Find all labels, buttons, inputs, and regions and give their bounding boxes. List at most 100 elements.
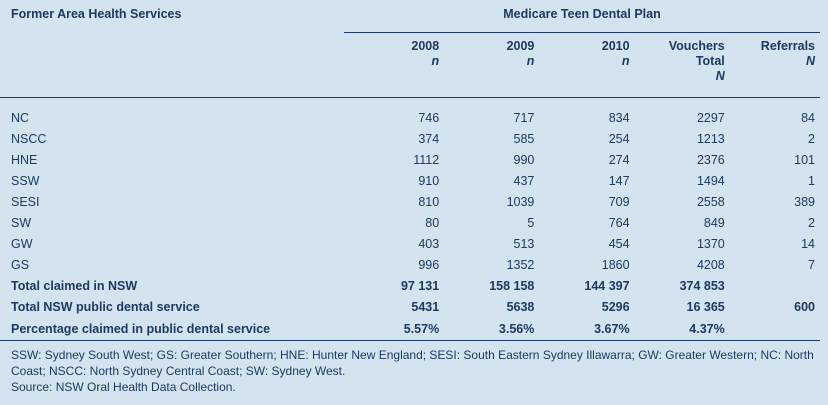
col-header-2009: 2009 n: [439, 32, 535, 98]
table-subheader-row: 2008 n 2009 n 2010 n Vouchers Total N: [0, 32, 820, 98]
row-label: Total claimed in NSW: [11, 279, 138, 293]
cell-total: 4208: [696, 258, 725, 272]
region-subheader: [0, 32, 344, 98]
row-label: SW: [11, 216, 32, 230]
cell-2010: 834: [608, 111, 630, 125]
table-row: HNE 1112 990 274 2376 101: [0, 150, 820, 171]
table-row: GS 996 1352 1860 4208 7: [0, 255, 820, 276]
row-label: HNE: [11, 153, 38, 167]
cell-2009: 5: [527, 216, 535, 230]
col-header-2010: 2010 n: [534, 32, 630, 98]
cell-2010: 454: [608, 237, 630, 251]
col-header-symbol: N: [715, 69, 725, 83]
table-header-row: Former Area Health Services Medicare Tee…: [0, 3, 820, 33]
cell-2009: 585: [513, 132, 535, 146]
cell-referrals: 14: [801, 237, 815, 251]
cell-2009: 437: [513, 174, 535, 188]
summary-row-public-service: Total NSW public dental service 5431 563…: [0, 297, 820, 318]
cell-2010: 709: [608, 195, 630, 209]
cell-referrals: 7: [808, 258, 815, 272]
cell-2010: 764: [608, 216, 630, 230]
cell-total: 1213: [696, 132, 725, 146]
col-header-referrals: Referrals N: [724, 32, 820, 98]
summary-row-total-claimed: Total claimed in NSW 97 131 158 158 144 …: [0, 276, 820, 297]
dental-vouchers-table: Former Area Health Services Medicare Tee…: [0, 3, 820, 341]
table-row: GW 403 513 454 1370 14: [0, 234, 820, 255]
cell-total: 374 853: [679, 279, 725, 293]
cell-2010: 147: [608, 174, 630, 188]
cell-2008: 80: [425, 216, 440, 230]
cell-total: 4.37%: [629, 318, 725, 341]
col-header-label: Vouchers: [668, 39, 725, 53]
cell-2010: 144 397: [584, 279, 630, 293]
summary-row-percentage: Percentage claimed in public dental serv…: [0, 318, 820, 341]
footnote-abbreviations-line-2: Coast; NSCC: North Sydney Central Coast;…: [11, 364, 346, 378]
cell-2008: 5431: [411, 300, 440, 314]
row-label: SESI: [11, 195, 40, 209]
table-body: NC 746 717 834 2297 84 NSCC 374 585 254 …: [0, 98, 820, 341]
cell-2008: 97 131: [400, 279, 440, 293]
row-label: NSCC: [11, 132, 47, 146]
col-header-label: 2010: [601, 39, 630, 53]
cell-2009: 513: [513, 237, 535, 251]
cell-2008: 746: [418, 111, 440, 125]
row-label: SSW: [11, 174, 40, 188]
col-header-label-2: Total: [695, 54, 725, 68]
cell-referrals: [724, 318, 820, 341]
cell-total: 1370: [696, 237, 725, 251]
footnote-source: Source: NSW Oral Health Data Collection.: [11, 380, 236, 394]
cell-referrals: 2: [808, 216, 815, 230]
cell-2010: 5296: [601, 300, 630, 314]
footnote-abbreviations-line-1: SSW: Sydney South West; GS: Greater Sout…: [11, 348, 814, 362]
cell-referrals: [725, 276, 820, 297]
cell-2009: 3.56%: [439, 318, 535, 341]
col-header-symbol: N: [805, 54, 815, 68]
cell-2010: 254: [608, 132, 630, 146]
table-row: SW 80 5 764 849 2: [0, 213, 820, 234]
cell-2008: 1112: [413, 153, 440, 167]
table-footnote: SSW: Sydney South West; GS: Greater Sout…: [11, 347, 821, 395]
row-label: Total NSW public dental service: [11, 300, 200, 314]
table-row: NSCC 374 585 254 1213 2: [0, 129, 820, 150]
table-row: SSW 910 437 147 1494 1: [0, 171, 820, 192]
cell-total: 2297: [696, 111, 725, 125]
row-label: Percentage claimed in public dental serv…: [0, 318, 344, 341]
cell-2009: 5638: [506, 300, 535, 314]
cell-2008: 403: [418, 237, 440, 251]
cell-2009: 717: [513, 111, 535, 125]
plan-group-header: Medicare Teen Dental Plan: [344, 3, 820, 33]
cell-2010: 1860: [601, 258, 630, 272]
cell-2010: 3.67%: [534, 318, 630, 341]
cell-total: 16 365: [686, 300, 725, 314]
row-label: GS: [11, 258, 30, 272]
cell-2010: 274: [608, 153, 630, 167]
col-header-label: 2009: [506, 39, 535, 53]
cell-2008: 910: [418, 174, 440, 188]
cell-referrals: 1: [808, 174, 815, 188]
table-row: SESI 810 1039 709 2558 389: [0, 192, 820, 213]
cell-referrals: 2: [808, 132, 815, 146]
col-header-symbol: n: [526, 54, 535, 68]
cell-2009: 1039: [506, 195, 535, 209]
col-header-label: Referrals: [760, 39, 815, 53]
cell-referrals: 84: [801, 111, 815, 125]
cell-referrals: 600: [794, 300, 815, 314]
cell-total: 849: [703, 216, 725, 230]
cell-total: 2376: [696, 153, 725, 167]
col-header-2008: 2008 n: [344, 32, 440, 98]
col-header-symbol: n: [621, 54, 630, 68]
row-label: NC: [11, 111, 30, 125]
col-header-label: 2008: [411, 39, 440, 53]
col-header-symbol: n: [431, 54, 440, 68]
region-column-header: Former Area Health Services: [11, 7, 182, 21]
cell-2009: 158 158: [489, 279, 535, 293]
row-label: GW: [11, 237, 33, 251]
cell-total: 2558: [696, 195, 725, 209]
cell-2008: 5.57%: [344, 318, 440, 341]
cell-total: 1494: [696, 174, 725, 188]
cell-referrals: 389: [794, 195, 815, 209]
cell-2008: 996: [418, 258, 440, 272]
cell-2008: 810: [418, 195, 440, 209]
col-header-vouchers-total: Vouchers Total N: [629, 32, 725, 98]
